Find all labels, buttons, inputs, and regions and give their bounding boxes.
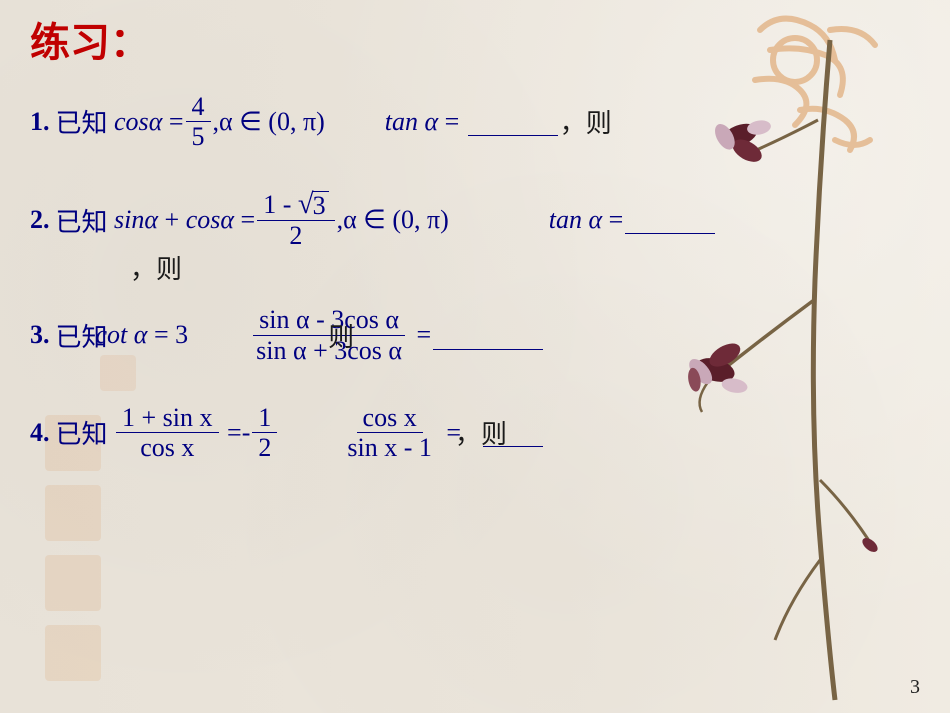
answer-blank — [433, 321, 543, 350]
fraction: cos x sin x - 1 — [341, 404, 438, 462]
math-tan: tan — [385, 107, 418, 137]
given-label: 已知 — [56, 202, 108, 239]
frac-den: sin x - 1 — [341, 433, 438, 461]
fraction: 1 2 — [252, 404, 277, 462]
math-tan: tan — [549, 205, 582, 235]
fraction: sin α - 3cos α sin α + 3cos α 则 — [250, 306, 408, 364]
then-label-overlay: 则 — [328, 324, 354, 351]
neg-sign: - — [242, 418, 251, 448]
eq-sign: = — [227, 418, 242, 448]
eq-sign: = — [169, 107, 184, 137]
problem-2-then: ，则 — [130, 249, 920, 286]
answer-blank — [468, 108, 558, 137]
fraction: 1 + sin x cos x — [116, 404, 219, 462]
problem-number: 4. — [30, 418, 50, 448]
frac-den: 5 — [186, 122, 211, 150]
var-alpha: α — [134, 320, 148, 350]
eq-sign: = — [154, 320, 169, 350]
frac-num: 1 + sin x — [116, 404, 219, 433]
frac-den: 2 — [252, 433, 277, 461]
problem-2: 2. 已知 sin α + cos α = 1 - √ 3 2 , α ∈ (0… — [30, 191, 920, 250]
problem-4: 4. 已知 1 + sin x cos x = - 1 2 cos x sin … — [30, 404, 920, 462]
math-cos: cos — [186, 205, 221, 235]
frac-num-pre: 1 - — [263, 190, 291, 219]
page-number: 3 — [910, 676, 920, 699]
sqrt-body: 3 — [312, 191, 329, 219]
math-cos: cos — [114, 107, 149, 137]
domain: α ∈ (0, π) — [219, 107, 325, 137]
fraction: 1 - √ 3 2 — [257, 191, 334, 250]
math-cot: cot — [96, 320, 128, 350]
sqrt: √ 3 — [298, 191, 329, 220]
frac-num: 4 — [186, 93, 211, 122]
page-title: 练习： — [30, 10, 920, 68]
frac-den: cos x — [134, 433, 200, 461]
var-alpha: α — [589, 205, 603, 235]
decorative-seal — [45, 625, 101, 681]
slide-content: 练习： 1. 已知 cos α = 4 5 , α ∈ (0, π) tan α… — [0, 0, 950, 494]
frac-num: cos x — [357, 404, 423, 433]
problem-number: 3. — [30, 320, 50, 350]
given-label: 已知 — [56, 414, 108, 451]
var-alpha: α — [149, 107, 163, 137]
decorative-seal — [45, 555, 101, 611]
frac-num: 1 - √ 3 — [257, 191, 334, 222]
answer-blank — [483, 419, 543, 448]
domain: α ∈ (0, π) — [343, 205, 449, 235]
frac-num: 1 — [252, 404, 277, 433]
problem-number: 1. — [30, 107, 50, 137]
eq-sign: = — [417, 320, 432, 350]
fraction: 4 5 — [186, 93, 211, 151]
var-alpha: α — [424, 107, 438, 137]
var-alpha: α — [144, 205, 158, 235]
var-alpha: α — [220, 205, 234, 235]
eq-sign: = — [609, 205, 624, 235]
plus-sign: + — [165, 205, 180, 235]
answer-blank — [625, 206, 715, 235]
eq-sign: = — [241, 205, 256, 235]
frac-den: 2 — [283, 221, 308, 249]
math-sin: sin — [114, 205, 144, 235]
value: 3 — [175, 320, 188, 350]
given-label: 已知 — [56, 103, 108, 140]
then-label: ，则 — [560, 103, 612, 140]
problem-number: 2. — [30, 205, 50, 235]
then-label: ，则 — [130, 249, 182, 286]
problem-3: 3. 已知 cot α = 3 sin α - 3cos α sin α + 3… — [30, 306, 920, 364]
problem-1: 1. 已知 cos α = 4 5 , α ∈ (0, π) tan α = ，… — [30, 93, 920, 151]
